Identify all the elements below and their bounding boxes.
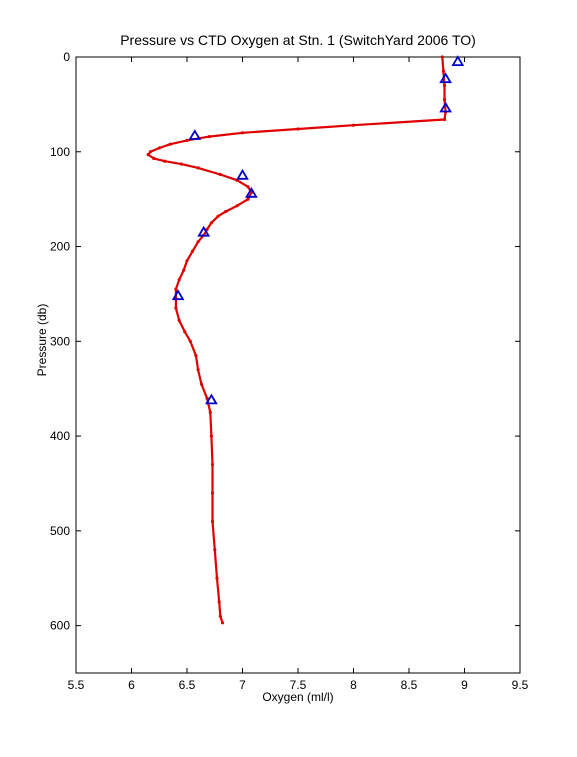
x-tick-label: 8.5	[401, 678, 418, 692]
oxygen-profile-point	[146, 153, 150, 157]
oxygen-profile-point	[207, 135, 211, 139]
x-tick-label: 7.5	[290, 678, 307, 692]
oxygen-profile-point	[209, 221, 213, 225]
y-tick-label: 400	[50, 429, 70, 443]
oxygen-profile-point	[177, 318, 181, 323]
bottle-sample-marker	[205, 393, 218, 405]
bottle-sample-marker	[171, 289, 185, 301]
x-axis-title: Oxygen (ml/l)	[262, 690, 333, 704]
oxygen-profile-point	[351, 123, 356, 127]
oxygen-profile-point	[215, 576, 219, 580]
oxygen-profile-point	[217, 600, 221, 604]
plot-area: 5.5 6 6.5 7 7.5 8 8.5 9 9.5 0 100 200 300 400 500 600	[50, 50, 529, 692]
oxygen-profile-point	[442, 98, 447, 102]
y-tick-label: 500	[50, 524, 70, 538]
bottle-sample-marker	[439, 101, 452, 113]
y-axis-title: Pressure (db)	[35, 304, 49, 377]
oxygen-profile-point	[216, 214, 220, 218]
x-tick-label: 7	[239, 678, 246, 692]
oxygen-profile-point	[235, 204, 239, 208]
oxygen-profile-point	[210, 462, 215, 467]
oxygen-profile-point	[152, 156, 156, 160]
y-tick-label: 200	[50, 240, 70, 254]
y-tick-label: 300	[50, 334, 70, 348]
y-tick-label: 100	[50, 145, 70, 159]
oxygen-profile-point	[190, 249, 195, 253]
x-tick-label: 6.5	[179, 678, 196, 692]
bottle-sample-marker	[245, 186, 258, 198]
bottle-sample-marker	[451, 55, 465, 66]
oxygen-profile-point	[185, 259, 189, 263]
oxygen-profile-point	[174, 287, 178, 291]
oxygen-profile-point	[441, 69, 445, 73]
oxygen-profile-point	[174, 306, 178, 310]
oxygen-profile-point	[442, 117, 447, 122]
oxygen-profile-point	[196, 368, 200, 372]
oxygen-profile-point	[183, 330, 187, 334]
x-tick-label: 6	[128, 678, 135, 692]
oxygen-profile-point	[240, 131, 245, 135]
oxygen-profile-point	[218, 614, 222, 618]
y-tick-label: 0	[63, 50, 70, 64]
oxygen-profile-point	[199, 382, 203, 386]
oxygen-profile-point	[440, 55, 444, 59]
oxygen-profile-point	[246, 185, 250, 189]
oxygen-profile-point	[168, 142, 172, 146]
oxygen-profile-point	[208, 410, 212, 414]
oxygen-profile-point	[163, 159, 167, 163]
bottle-sample-marker	[439, 72, 452, 84]
y-tick-label: 600	[50, 619, 70, 633]
oxygen-profile-point	[185, 138, 189, 142]
bottle-sample-marker	[188, 129, 202, 140]
oxygen-profile-point	[209, 434, 213, 438]
oxygen-profile-point	[205, 396, 209, 400]
oxygen-profile-point	[179, 162, 184, 166]
oxygen-profile-point	[442, 83, 447, 87]
oxygen-profile-point	[157, 146, 161, 150]
oxygen-profile-point	[218, 172, 222, 177]
oxygen-profile-point	[213, 548, 217, 552]
x-tick-label: 9	[461, 678, 468, 692]
oxygen-profile-point	[246, 197, 250, 201]
oxygen-profile-point	[194, 353, 198, 358]
bottle-sample-marker	[197, 225, 211, 237]
bottle-sample-marker	[236, 168, 249, 180]
oxygen-profile-point	[210, 491, 215, 495]
oxygen-profile-point	[182, 268, 186, 272]
oxygen-profile-point	[296, 127, 300, 131]
x-tick-label: 9.5	[512, 678, 529, 692]
oxygen-profile-point	[148, 150, 152, 154]
oxygen-profile-point	[220, 621, 225, 625]
oxygen-profile-point	[224, 209, 228, 214]
oxygen-profile-point	[196, 240, 200, 244]
oxygen-profile-point	[196, 166, 200, 170]
oxygen-profile-point	[188, 339, 192, 343]
x-tick-label: 8	[350, 678, 357, 692]
chart-title: Pressure vs CTD Oxygen at Stn. 1 (Switch…	[120, 32, 476, 48]
oxygen-profile-point	[210, 519, 215, 524]
oxygen-profile-point	[177, 278, 181, 282]
x-tick-label: 5.5	[68, 678, 85, 692]
